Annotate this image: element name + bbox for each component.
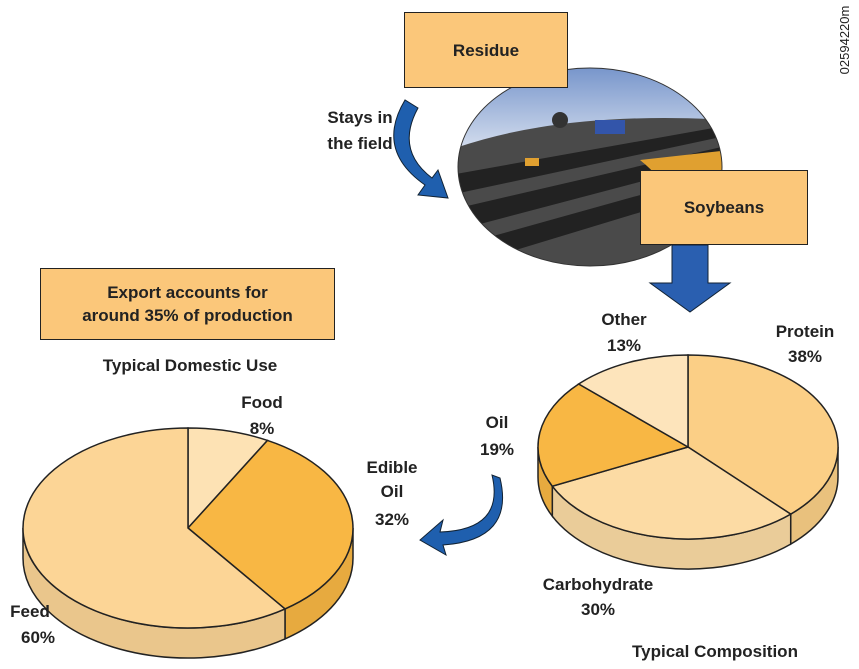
chart-title: Typical Domestic Use bbox=[102, 356, 278, 375]
slice-value: 19% bbox=[479, 440, 515, 459]
slice-name: Food bbox=[241, 393, 283, 412]
annotation-line: Stays in bbox=[327, 108, 393, 127]
box-text: Export accounts for bbox=[107, 283, 268, 302]
slice-name: Edible Oil bbox=[366, 458, 418, 501]
export-box: Export accounts for around 35% of produc… bbox=[40, 268, 335, 340]
slice-value: 38% bbox=[787, 347, 823, 366]
chart-title: Typical Composition bbox=[632, 642, 798, 661]
slice bbox=[186, 439, 354, 610]
slice-name: Other bbox=[601, 310, 647, 329]
box-text: around 35% of production bbox=[82, 306, 293, 325]
slice bbox=[687, 354, 839, 515]
arrow bbox=[648, 244, 732, 313]
slice-name: Oil bbox=[485, 413, 509, 432]
slice-value: 60% bbox=[20, 628, 56, 647]
slice bbox=[577, 354, 689, 449]
field-outline bbox=[457, 67, 723, 267]
soybeans-box: Soybeans bbox=[640, 170, 808, 245]
slice bbox=[537, 383, 690, 488]
slice-name: Feed bbox=[10, 602, 50, 621]
annotation-line: the field bbox=[327, 134, 393, 153]
slice-value: 30% bbox=[580, 600, 616, 619]
slice-value: 32% bbox=[374, 510, 410, 529]
arrow bbox=[393, 99, 449, 199]
slice bbox=[22, 427, 287, 629]
slice-value: 8% bbox=[249, 419, 275, 438]
figure-code: 02594220m bbox=[837, 5, 852, 75]
slice-value: 13% bbox=[606, 336, 642, 355]
box-text: Soybeans bbox=[683, 198, 765, 217]
slice bbox=[551, 446, 793, 540]
slice-name: Protein bbox=[775, 322, 835, 341]
residue-box: Residue bbox=[404, 12, 568, 88]
box-text: Residue bbox=[452, 40, 520, 60]
slice-name: Carbohydrate bbox=[542, 575, 654, 594]
annotation: Stays in the field bbox=[327, 105, 392, 157]
arrow bbox=[419, 474, 504, 557]
